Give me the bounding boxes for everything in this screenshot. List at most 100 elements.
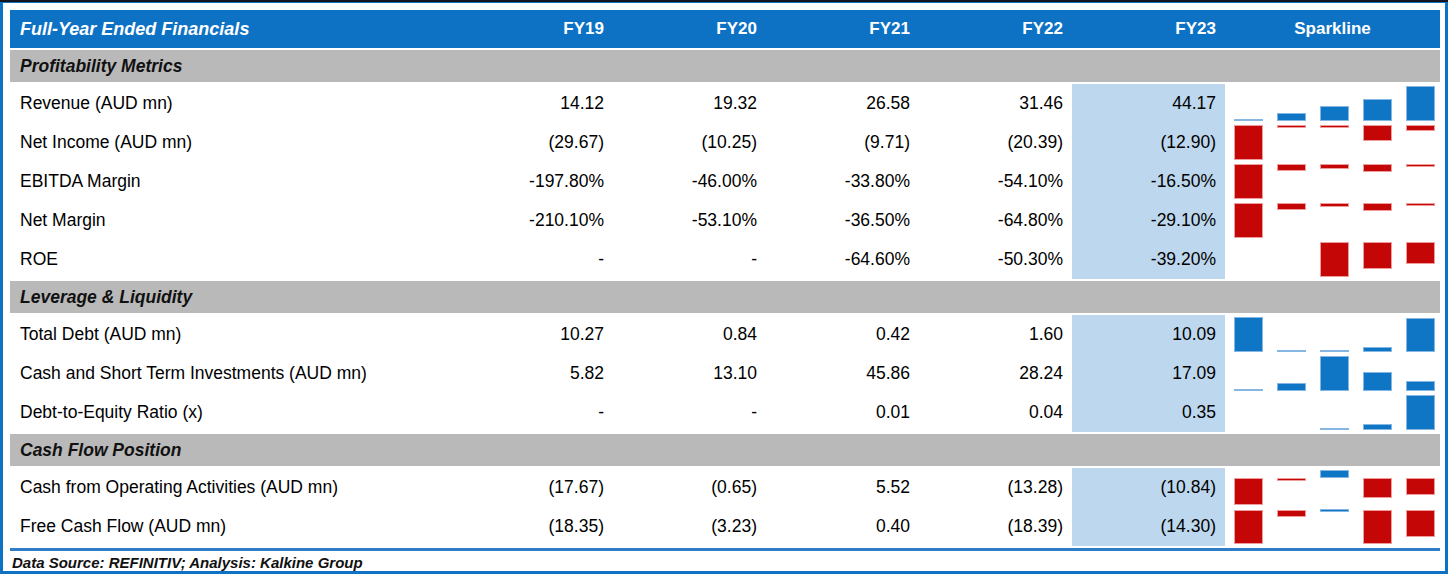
- value-fy19: -: [460, 240, 613, 279]
- value-fy22: -50.30%: [919, 240, 1072, 279]
- value-fy19: -197.80%: [460, 162, 613, 201]
- value-fy23: 44.17: [1072, 84, 1225, 123]
- table-row-free-cash-flow-aud-mn: Free Cash Flow (AUD mn)(18.35)(3.23)0.40…: [10, 507, 1440, 546]
- sparkline-bars: [1234, 317, 1435, 352]
- sparkline-bar-positive: [1320, 317, 1349, 352]
- value-fy21: -33.80%: [766, 162, 919, 201]
- sparkline-bar-positive: [1234, 86, 1263, 121]
- sparkline-bar-positive: [1363, 395, 1392, 430]
- sparkline-empty-slot: [1234, 395, 1263, 430]
- sparkline-revenue-aud-mn: [1225, 84, 1440, 123]
- sparkline-bar-positive: [1363, 317, 1392, 352]
- value-fy22: (13.28): [919, 468, 1072, 507]
- value-fy19: (18.35): [460, 507, 613, 546]
- section-header-cash-flow-position: Cash Flow Position: [10, 432, 1440, 468]
- sparkline-roe: [1225, 240, 1440, 279]
- value-fy23: (14.30): [1072, 507, 1225, 546]
- col-header-fy23: FY23: [1072, 10, 1225, 48]
- sparkline-bars: [1234, 356, 1435, 391]
- sparkline-net-income-aud-mn: [1225, 123, 1440, 162]
- sparkline-bars: [1234, 203, 1435, 238]
- table-body: Profitability MetricsRevenue (AUD mn)14.…: [10, 48, 1440, 546]
- sparkline-bar-negative: [1234, 125, 1263, 160]
- sparkline-bar-positive: [1277, 356, 1306, 391]
- value-fy20: -53.10%: [613, 201, 766, 240]
- sparkline-bar-negative: [1234, 164, 1263, 199]
- row-label: Cash from Operating Activities (AUD mn): [10, 468, 460, 507]
- value-fy23: 17.09: [1072, 354, 1225, 393]
- sparkline-empty-slot: [1234, 242, 1263, 277]
- table-row-cash-and-short-term-investments-aud-mn: Cash and Short Term Investments (AUD mn)…: [10, 354, 1440, 393]
- value-fy19: 10.27: [460, 315, 613, 354]
- value-fy19: (17.67): [460, 468, 613, 507]
- value-fy21: -36.50%: [766, 201, 919, 240]
- sparkline-bar-negative: [1363, 164, 1392, 199]
- sparkline-bar-negative: [1277, 164, 1306, 199]
- value-fy22: -64.80%: [919, 201, 1072, 240]
- value-fy21: 45.86: [766, 354, 919, 393]
- value-fy19: 5.82: [460, 354, 613, 393]
- value-fy22: (20.39): [919, 123, 1072, 162]
- sparkline-bar-negative: [1406, 203, 1435, 238]
- value-fy22: 0.04: [919, 393, 1072, 432]
- row-label: ROE: [10, 240, 460, 279]
- value-fy23: -29.10%: [1072, 201, 1225, 240]
- sparkline-debt-to-equity-ratio-x: [1225, 393, 1440, 432]
- value-fy20: (10.25): [613, 123, 766, 162]
- sparkline-bar-negative: [1277, 470, 1306, 505]
- value-fy21: 26.58: [766, 84, 919, 123]
- section-header-leverage-liquidity: Leverage & Liquidity: [10, 279, 1440, 315]
- value-fy19: -210.10%: [460, 201, 613, 240]
- table-row-net-income-aud-mn: Net Income (AUD mn)(29.67)(10.25)(9.71)(…: [10, 123, 1440, 162]
- sparkline-ebitda-margin: [1225, 162, 1440, 201]
- sparkline-total-debt-aud-mn: [1225, 315, 1440, 354]
- sparkline-bar-negative: [1406, 242, 1435, 277]
- value-fy21: -64.60%: [766, 240, 919, 279]
- value-fy20: -46.00%: [613, 162, 766, 201]
- col-header-fy21: FY21: [766, 10, 919, 48]
- sparkline-bars: [1234, 86, 1435, 121]
- sparkline-bar-positive: [1363, 356, 1392, 391]
- sparkline-bar-negative: [1320, 242, 1349, 277]
- value-fy20: (3.23): [613, 507, 766, 546]
- table-row-net-margin: Net Margin-210.10%-53.10%-36.50%-64.80%-…: [10, 201, 1440, 240]
- value-fy19: (29.67): [460, 123, 613, 162]
- value-fy22: -54.10%: [919, 162, 1072, 201]
- sparkline-bar-negative: [1320, 164, 1349, 199]
- sparkline-bar-negative: [1277, 125, 1306, 160]
- row-label: Free Cash Flow (AUD mn): [10, 507, 460, 546]
- col-header-fy22: FY22: [919, 10, 1072, 48]
- sparkline-cash-from-operating-activities-aud-mn: [1225, 468, 1440, 507]
- value-fy20: 13.10: [613, 354, 766, 393]
- value-fy23: (10.84): [1072, 468, 1225, 507]
- sparkline-bar-positive: [1277, 317, 1306, 352]
- row-label: Net Income (AUD mn): [10, 123, 460, 162]
- col-header-fy20: FY20: [613, 10, 766, 48]
- sparkline-bar-negative: [1234, 509, 1263, 544]
- value-fy20: 0.84: [613, 315, 766, 354]
- row-label: Cash and Short Term Investments (AUD mn): [10, 354, 460, 393]
- sparkline-bar-positive: [1320, 470, 1349, 505]
- table-row-cash-from-operating-activities-aud-mn: Cash from Operating Activities (AUD mn)(…: [10, 468, 1440, 507]
- sparkline-bar-positive: [1320, 356, 1349, 391]
- value-fy23: -16.50%: [1072, 162, 1225, 201]
- sparkline-bar-positive: [1406, 86, 1435, 121]
- value-fy21: 0.42: [766, 315, 919, 354]
- sparkline-bar-negative: [1277, 203, 1306, 238]
- sparkline-empty-slot: [1277, 242, 1306, 277]
- sparkline-bar-negative: [1406, 164, 1435, 199]
- sparkline-bars: [1234, 509, 1435, 544]
- data-source-note: Data Source: REFINITIV; Analysis: Kalkin…: [10, 551, 1440, 574]
- table-title: Full-Year Ended Financials: [10, 10, 460, 48]
- table-row-ebitda-margin: EBITDA Margin-197.80%-46.00%-33.80%-54.1…: [10, 162, 1440, 201]
- financials-table: Full-Year Ended Financials FY19 FY20 FY2…: [10, 10, 1440, 574]
- sparkline-bars: [1234, 125, 1435, 160]
- row-label: Net Margin: [10, 201, 460, 240]
- value-fy21: 5.52: [766, 468, 919, 507]
- sparkline-cash-and-short-term-investments-aud-mn: [1225, 354, 1440, 393]
- sparkline-bar-positive: [1406, 317, 1435, 352]
- table-header-row: Full-Year Ended Financials FY19 FY20 FY2…: [10, 10, 1440, 48]
- section-header-profitability-metrics: Profitability Metrics: [10, 48, 1440, 84]
- sparkline-bar-negative: [1234, 470, 1263, 505]
- value-fy20: 19.32: [613, 84, 766, 123]
